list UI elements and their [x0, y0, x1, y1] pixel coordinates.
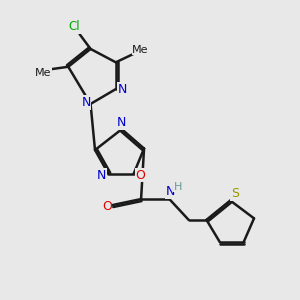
Text: Me: Me [132, 44, 149, 55]
Text: N: N [166, 185, 176, 198]
Text: Cl: Cl [68, 20, 80, 33]
Text: Me: Me [35, 68, 51, 78]
Text: N: N [81, 96, 91, 109]
Text: N: N [97, 169, 106, 182]
Text: S: S [231, 188, 239, 200]
Text: N: N [118, 82, 127, 96]
Text: H: H [173, 182, 182, 192]
Text: O: O [135, 169, 145, 182]
Text: N: N [117, 116, 127, 129]
Text: O: O [102, 200, 112, 213]
